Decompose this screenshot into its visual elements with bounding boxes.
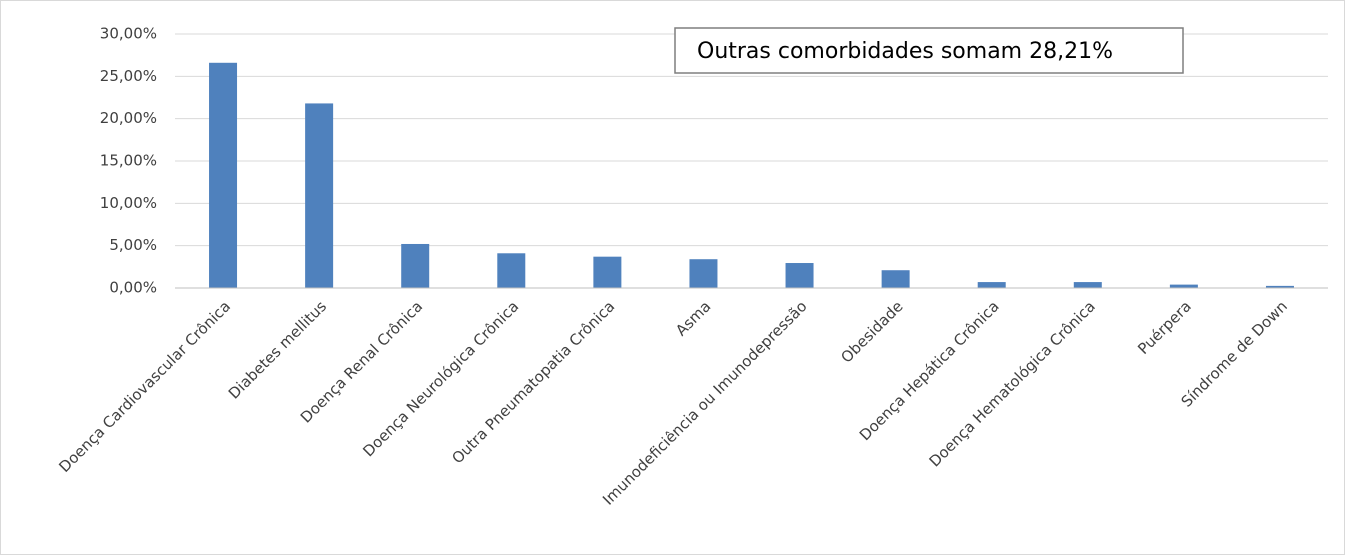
y-tick-label: 25,00%	[100, 67, 157, 85]
bar	[1265, 285, 1294, 288]
annotation: Outras comorbidades somam 28,21%	[697, 39, 1113, 64]
bar	[209, 62, 238, 288]
bar	[1073, 282, 1102, 288]
y-tick-label: 15,00%	[100, 152, 157, 170]
bar	[977, 282, 1006, 288]
bar	[1169, 284, 1198, 288]
bar	[881, 270, 910, 288]
annotation-box	[674, 27, 1184, 74]
bar	[785, 263, 814, 288]
y-tick-label: 10,00%	[100, 194, 157, 212]
bar	[593, 256, 622, 288]
bar	[497, 253, 526, 288]
bar	[401, 243, 430, 288]
bar	[305, 103, 334, 288]
y-tick-label: 0,00%	[109, 279, 157, 297]
y-tick-label: 30,00%	[100, 25, 157, 43]
y-tick-label: 5,00%	[109, 236, 157, 254]
bar	[689, 259, 718, 288]
y-tick-label: 20,00%	[100, 109, 157, 127]
